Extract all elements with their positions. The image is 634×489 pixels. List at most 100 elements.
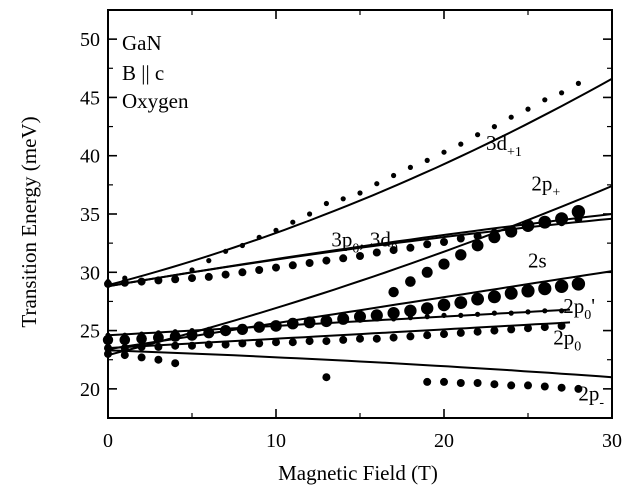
data-point [407, 164, 413, 170]
y-tick-label: 20 [80, 379, 100, 401]
data-point [322, 337, 331, 346]
data-point [406, 332, 415, 341]
data-point [374, 181, 380, 187]
curve-label: 2p+ [531, 172, 560, 201]
data-point [169, 331, 181, 342]
data-point [441, 149, 447, 155]
data-point [255, 339, 264, 348]
data-point [204, 272, 213, 281]
y-tick-label: 40 [80, 146, 100, 168]
data-point [391, 172, 397, 179]
data-point [542, 308, 548, 314]
data-point [189, 328, 195, 334]
y-axis-title: Transition Energy (meV) [17, 116, 41, 327]
data-point [154, 342, 163, 351]
curve-label: 2s [528, 249, 547, 273]
data-point [437, 298, 451, 312]
data-point [441, 312, 447, 318]
x-tick-label: 0 [103, 430, 113, 452]
data-point [507, 381, 516, 390]
data-point [473, 379, 482, 387]
data-point [473, 327, 482, 336]
data-point [340, 196, 346, 202]
data-point [305, 259, 314, 267]
data-point [525, 106, 531, 112]
data-point [239, 242, 245, 249]
data-point [272, 338, 280, 347]
data-point [221, 340, 230, 349]
data-point [323, 200, 329, 207]
data-point [273, 227, 279, 233]
data-point [571, 205, 586, 219]
data-point [424, 157, 430, 163]
data-point [120, 344, 129, 353]
curve-label: 3d+1 [486, 131, 522, 160]
data-point [475, 132, 481, 138]
data-point [507, 325, 516, 334]
data-point [456, 234, 465, 243]
data-point [372, 248, 381, 257]
data-point [440, 330, 448, 339]
curve-label: 2p- [578, 382, 604, 411]
data-point [374, 316, 380, 322]
data-point [508, 310, 514, 316]
fit-curve [107, 349, 613, 379]
curve-label: 2p0' [563, 294, 595, 323]
data-point [323, 319, 329, 325]
legend-line-field: B || c [122, 61, 164, 85]
data-point [542, 97, 548, 103]
data-point [504, 286, 518, 300]
data-point [574, 384, 583, 393]
data-point [255, 266, 264, 274]
data-point [473, 232, 482, 241]
data-point [475, 311, 481, 317]
x-tick-label: 10 [266, 430, 286, 452]
data-point [153, 332, 164, 343]
data-point [388, 286, 399, 298]
data-point [521, 219, 535, 232]
data-point [256, 234, 262, 240]
data-point [155, 330, 161, 336]
data-point [357, 317, 363, 323]
data-point [456, 379, 465, 387]
data-point [575, 80, 582, 86]
data-point [571, 277, 586, 291]
curve-label: 2p0 [553, 326, 581, 355]
data-point [137, 353, 146, 362]
plot-frame [107, 9, 613, 419]
data-point [389, 246, 398, 255]
data-point [508, 114, 514, 120]
data-point [521, 284, 535, 298]
data-point [171, 275, 180, 284]
data-point [188, 274, 196, 283]
data-point [339, 335, 348, 344]
data-point [136, 333, 147, 345]
legend-line-donor: Oxygen [122, 89, 189, 113]
data-point [223, 248, 229, 254]
data-point [203, 327, 215, 339]
data-point [120, 278, 129, 287]
data-point [288, 338, 297, 347]
data-point [405, 276, 416, 287]
y-tick-label: 50 [80, 29, 100, 51]
data-point [424, 314, 430, 320]
data-point [370, 309, 383, 322]
data-point [491, 124, 497, 130]
data-point [356, 252, 364, 260]
data-point [458, 141, 464, 147]
data-point [204, 340, 213, 349]
data-point [471, 292, 484, 306]
y-tick-label: 25 [80, 321, 100, 343]
data-point [238, 339, 247, 348]
data-point [340, 318, 346, 324]
data-point [272, 263, 280, 272]
axis-ticks: 0 10 20 30 20 25 30 35 40 45 50 [80, 9, 622, 452]
data-point [256, 323, 262, 329]
data-point [372, 334, 381, 343]
data-point [186, 329, 198, 341]
data-point [307, 321, 313, 327]
data-point [557, 321, 566, 330]
data-point [354, 310, 366, 323]
data-point [471, 239, 484, 252]
fit-curve [107, 321, 571, 350]
